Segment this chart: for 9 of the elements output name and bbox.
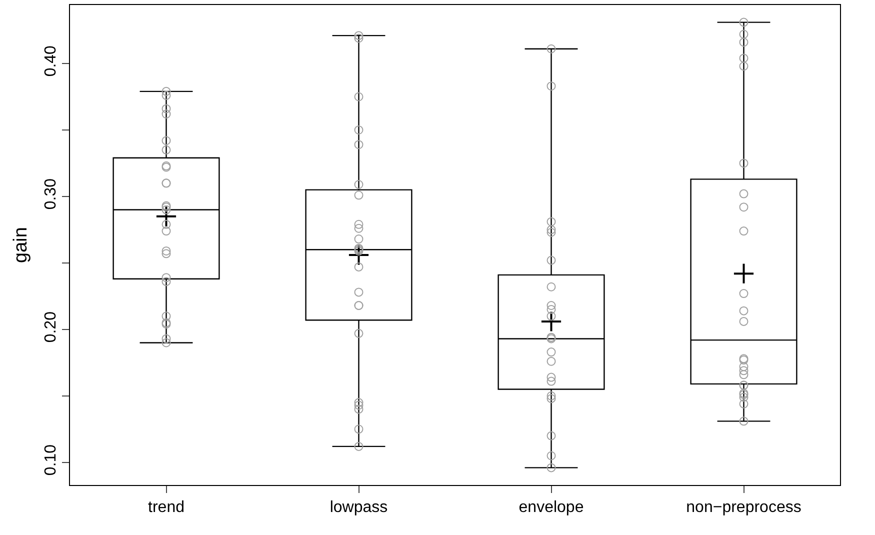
y-tick-label: 0.10 [42, 444, 60, 476]
x-tick-label: lowpass [330, 499, 388, 516]
y-tick-label: 0.30 [42, 178, 60, 210]
y-tick-label: 0.20 [42, 311, 60, 343]
y-axis-title: gain [10, 227, 32, 263]
x-tick-label: trend [148, 499, 184, 516]
x-tick-label: envelope [518, 499, 584, 516]
y-tick-label: 0.40 [42, 45, 60, 77]
x-tick-label: non−preprocess [686, 499, 802, 516]
